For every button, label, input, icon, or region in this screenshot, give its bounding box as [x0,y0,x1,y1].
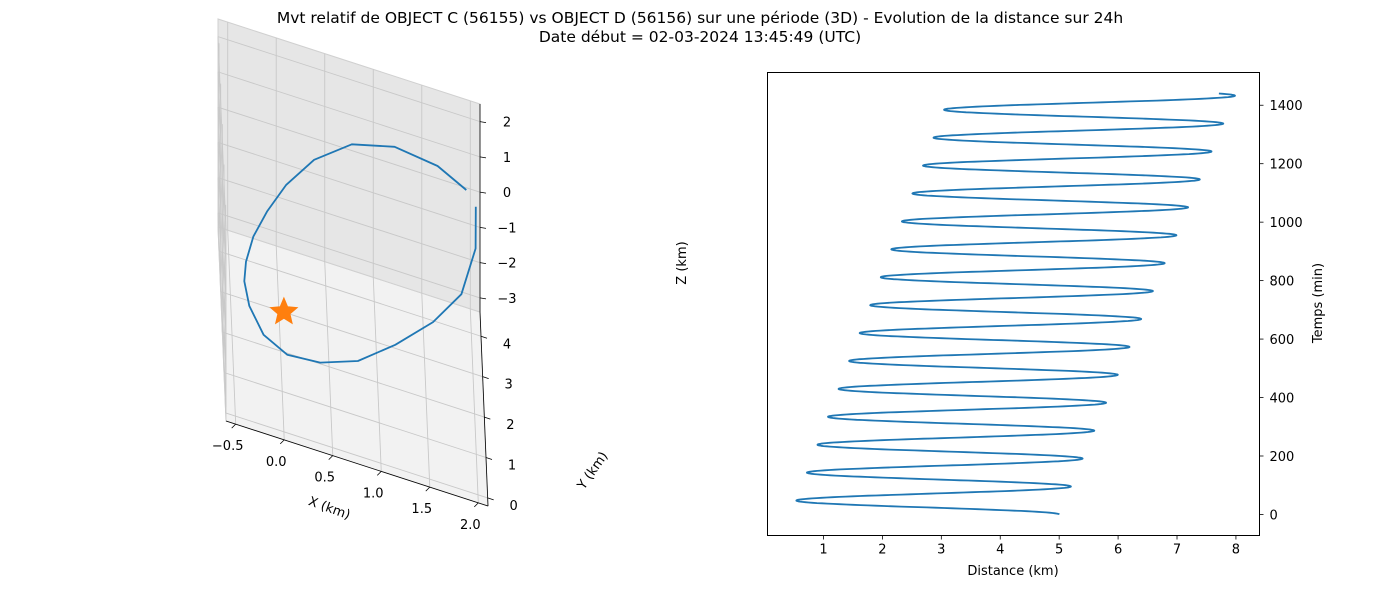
y-tick-label-3d: 2 [506,418,514,433]
y-tick-3d [485,457,493,460]
y-tick-label: 200 [1270,450,1295,465]
gridline-y-floor [222,331,485,418]
x-tick-label-3d: −0.5 [212,439,244,454]
x-axis-line-3d [225,420,489,507]
gridline-z-back [217,212,481,299]
gridline-z-left [217,71,227,266]
y-tick-3d [484,416,491,420]
x-tick-label: 7 [1173,543,1181,558]
x-tick-3d [231,423,236,429]
x-tick-label-3d: 0.0 [266,455,287,470]
gridline-x-floor [227,230,237,425]
gridline-z-left [217,177,227,372]
z-tick-3d [479,226,487,229]
y-tick-label-3d: 3 [505,378,513,393]
gridline-z-left [217,212,227,407]
y-tick-3d [482,376,489,380]
z-tick-3d [479,262,487,265]
3d-gridlines [217,22,488,503]
z-tick-label-3d: 2 [503,116,511,131]
y-tick-label-3d: 0 [510,499,518,514]
y-tick-label: 1400 [1270,99,1303,114]
trajectory-line [243,143,477,364]
gridline-z-left [217,36,227,231]
z-tick-3d [479,297,487,300]
y-tick-label: 0 [1270,508,1278,523]
x-tick-label: 6 [1114,543,1122,558]
y-tick-label: 600 [1270,333,1295,348]
gridline-x-floor [372,277,382,472]
figure-title-line2: Date début = 02-03-2024 13:45:49 (UTC) [538,28,862,46]
x-axis-label: Distance (km) [967,564,1058,579]
origin-star-marker [269,296,299,325]
gridline-x-floor [469,308,479,503]
2d-ticks: 1 2 3 4 5 6 7 8 0 200 400 600 800 1000 1200 1400 [819,99,1302,557]
z-axis-label-3d: Z (km) [675,241,690,284]
z-tick-3d [479,156,487,159]
x-tick-label: 3 [937,543,945,558]
y-tick-label: 800 [1270,275,1295,290]
3d-axes: −0.5 0.0 0.5 1.0 1.5 2.0 0 1 2 3 4 2 1 0 −1 −2 −3 [212,104,518,533]
gridline-z-back [217,36,481,123]
z-tick-label-3d: −3 [497,292,516,307]
x-tick-3d [376,471,382,476]
y-axis-label: Temps (min) [1311,263,1326,344]
y-tick-label-3d: 1 [508,459,516,474]
distance-time-line [795,92,1236,516]
z-tick-label-3d: −1 [497,221,516,236]
y-tick-label-3d: 4 [503,337,511,352]
3d-data [243,143,477,364]
x-tick-label-3d: 1.0 [363,486,384,501]
gridline-y-floor [225,412,488,499]
x-tick-3d [279,439,285,445]
gridline-z-back [217,177,481,264]
y-axis-line-3d [479,311,489,507]
z-tick-label-3d: 0 [503,186,511,201]
x-tick-3d [474,502,479,508]
gridline-x-floor [421,293,431,488]
y-tick-3d [480,335,488,339]
gridline-x-floor [324,261,334,456]
gridline-y-floor [223,372,487,458]
gridline-y-floor [220,291,483,378]
figure-title: Mvt relatif de OBJECT C (56155) vs OBJEC… [0,9,1400,47]
x-tick-3d [425,486,431,492]
x-tick-label: 8 [1232,543,1240,558]
x-tick-label: 2 [878,543,886,558]
x-tick-label-3d: 1.5 [411,502,432,517]
gridline-x-floor [275,245,285,440]
y-tick-label: 400 [1270,392,1295,407]
y-tick-label: 1200 [1270,158,1303,173]
x-tick-label-3d: 2.0 [460,518,481,533]
y-tick-3d [487,497,494,501]
gridline-z-back [217,71,481,158]
z-tick-3d [479,121,487,124]
x-tick-label: 5 [1055,543,1063,558]
gridline-z-back [217,141,481,228]
2d-data [795,92,1236,516]
gridline-z-left [217,107,227,302]
gridline-y-floor [218,250,482,337]
plot-frame [767,72,1260,536]
x-tick-label: 1 [819,543,827,558]
gridline-z-left [217,142,227,337]
z-tick-label-3d: −2 [497,257,516,272]
y-tick-label: 1000 [1270,216,1303,231]
x-tick-label: 4 [996,543,1004,558]
x-tick-label-3d: 0.5 [314,471,335,486]
z-tick-3d [479,191,487,194]
z-tick-label-3d: 1 [503,151,511,166]
gridline-z-back [217,106,481,193]
figure-title-line1: Mvt relatif de OBJECT C (56155) vs OBJEC… [276,9,1124,27]
x-tick-3d [328,455,334,460]
